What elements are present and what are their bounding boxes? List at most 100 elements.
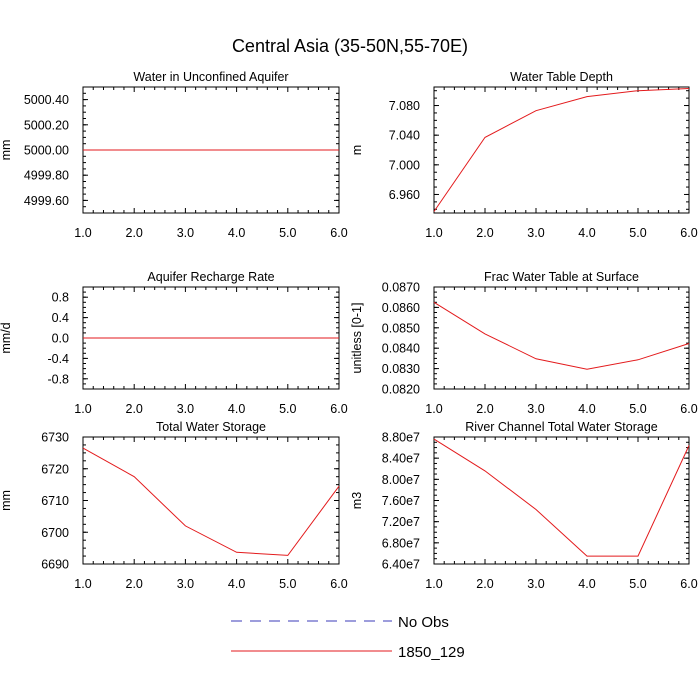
y-tick-label: 0.0830 (382, 362, 420, 376)
panel-3: Aquifer Recharge Rate mm/d 1.0 2.0 3.0 4.0 5.0… (0, 270, 348, 416)
x-tick-label: 4.0 (228, 402, 245, 416)
panel-2: Water Table Depth m 1.0 2.0 3.0 4.0 5.0 6.0 6.96… (350, 70, 698, 240)
x-tick-label: 6.0 (330, 402, 347, 416)
y-tick-label: 8.40e7 (382, 452, 420, 466)
x-tick-label: 5.0 (629, 577, 646, 591)
y-tick-label: 5000.00 (24, 144, 69, 158)
y-tick-label: 0.8 (52, 291, 69, 305)
y-tick-label: 7.20e7 (382, 515, 420, 529)
x-tick-label: 3.0 (527, 577, 544, 591)
x-tick-label: 5.0 (279, 226, 296, 240)
x-tick-label: 3.0 (527, 226, 544, 240)
x-tick-label: 6.0 (680, 577, 697, 591)
panel-title: Frac Water Table at Surface (484, 270, 639, 284)
y-tick-label: 6.40e7 (382, 558, 420, 572)
x-tick-label: 6.0 (330, 577, 347, 591)
x-tick-label: 5.0 (279, 402, 296, 416)
y-tick-label: 5000.40 (24, 93, 69, 107)
panel-title: Aquifer Recharge Rate (147, 270, 274, 284)
y-axis-label: m (350, 145, 364, 155)
panel-1: Water in Unconfined Aquifer mm 1.0 2.0 3.0 4.… (0, 70, 348, 240)
panel-4: Frac Water Table at Surface unitless [0-1… (350, 270, 698, 416)
panel-title: Total Water Storage (156, 420, 266, 434)
x-tick-label: 1.0 (425, 226, 442, 240)
y-tick-label: 4999.60 (24, 194, 69, 208)
panel-5: Total Water Storage mm 1.0 2.0 3.0 4.0 5.0 6.0 6… (0, 420, 348, 591)
x-tick-label: 3.0 (527, 402, 544, 416)
series-line (433, 88, 690, 212)
y-axis-label: mm (0, 140, 13, 161)
plot-frame (433, 436, 690, 565)
x-tick-label: 6.0 (330, 226, 347, 240)
x-tick-label: 3.0 (177, 577, 194, 591)
y-tick-label: 4999.80 (24, 169, 69, 183)
legend-label-1: No Obs (398, 614, 449, 631)
panel-title: Water Table Depth (510, 70, 613, 84)
y-tick-label: 0.4 (52, 311, 69, 325)
figure-title: Central Asia (35-50N,55-70E) (232, 36, 468, 56)
y-tick-label: 6710 (41, 494, 69, 508)
x-tick-label: 1.0 (74, 226, 91, 240)
y-tick-label: 8.80e7 (382, 431, 420, 445)
x-tick-label: 4.0 (578, 577, 595, 591)
plot-frame (82, 436, 340, 565)
x-tick-label: 3.0 (177, 402, 194, 416)
y-tick-label: 0.0840 (382, 342, 420, 356)
y-tick-label: 7.60e7 (382, 494, 420, 508)
legend-label-2: 1850_129 (398, 644, 465, 661)
series-line (433, 438, 690, 557)
series-line (82, 447, 340, 556)
x-tick-label: 2.0 (476, 577, 493, 591)
plot-frame (433, 286, 690, 390)
y-tick-label: 6690 (41, 558, 69, 572)
x-tick-label: 4.0 (228, 226, 245, 240)
x-tick-label: 2.0 (126, 226, 143, 240)
panel-title: River Channel Total Water Storage (465, 420, 658, 434)
x-tick-label: 4.0 (578, 402, 595, 416)
y-tick-label: 0.0 (52, 332, 69, 346)
x-tick-label: 3.0 (177, 226, 194, 240)
x-tick-label: 6.0 (680, 226, 697, 240)
y-axis-label: m3 (350, 492, 364, 509)
y-tick-label: 6700 (41, 526, 69, 540)
y-tick-label: 7.080 (389, 99, 420, 113)
x-tick-label: 5.0 (629, 226, 646, 240)
y-axis-label: mm (0, 490, 13, 511)
y-tick-label: 0.0850 (382, 321, 420, 335)
x-tick-label: 1.0 (425, 577, 442, 591)
y-tick-label: 6.960 (389, 188, 420, 202)
x-tick-label: 5.0 (629, 402, 646, 416)
x-tick-label: 2.0 (126, 402, 143, 416)
y-axis-label: mm/d (0, 322, 13, 353)
panel-6: River Channel Total Water Storage m3 1.0 2.… (350, 420, 698, 591)
x-tick-label: 1.0 (74, 402, 91, 416)
series-line (433, 301, 690, 370)
x-tick-label: 2.0 (126, 577, 143, 591)
y-tick-label: -0.4 (47, 352, 69, 366)
y-tick-label: 7.040 (389, 129, 420, 143)
y-tick-label: 0.0870 (382, 281, 420, 295)
x-tick-label: 5.0 (279, 577, 296, 591)
x-tick-label: 4.0 (578, 226, 595, 240)
chart-panels: Water in Unconfined Aquifer mm 1.0 2.0 3.0 4.… (0, 70, 698, 591)
y-tick-label: 0.0820 (382, 383, 420, 397)
x-tick-label: 1.0 (74, 577, 91, 591)
y-tick-label: 5000.20 (24, 118, 69, 132)
y-tick-label: 6720 (41, 462, 69, 476)
plot-frame (433, 86, 690, 214)
panel-title: Water in Unconfined Aquifer (133, 70, 288, 84)
x-tick-label: 4.0 (228, 577, 245, 591)
y-axis-label: unitless [0-1] (350, 303, 364, 374)
x-tick-label: 6.0 (680, 402, 697, 416)
y-tick-label: 8.00e7 (382, 473, 420, 487)
y-tick-label: -0.8 (47, 372, 69, 386)
x-tick-label: 2.0 (476, 226, 493, 240)
legend: No Obs 1850_129 (231, 614, 465, 661)
x-tick-label: 1.0 (425, 402, 442, 416)
y-tick-label: 6730 (41, 431, 69, 445)
x-tick-label: 2.0 (476, 402, 493, 416)
y-tick-label: 7.000 (389, 158, 420, 172)
y-tick-label: 6.80e7 (382, 536, 420, 550)
y-tick-label: 0.0860 (382, 301, 420, 315)
